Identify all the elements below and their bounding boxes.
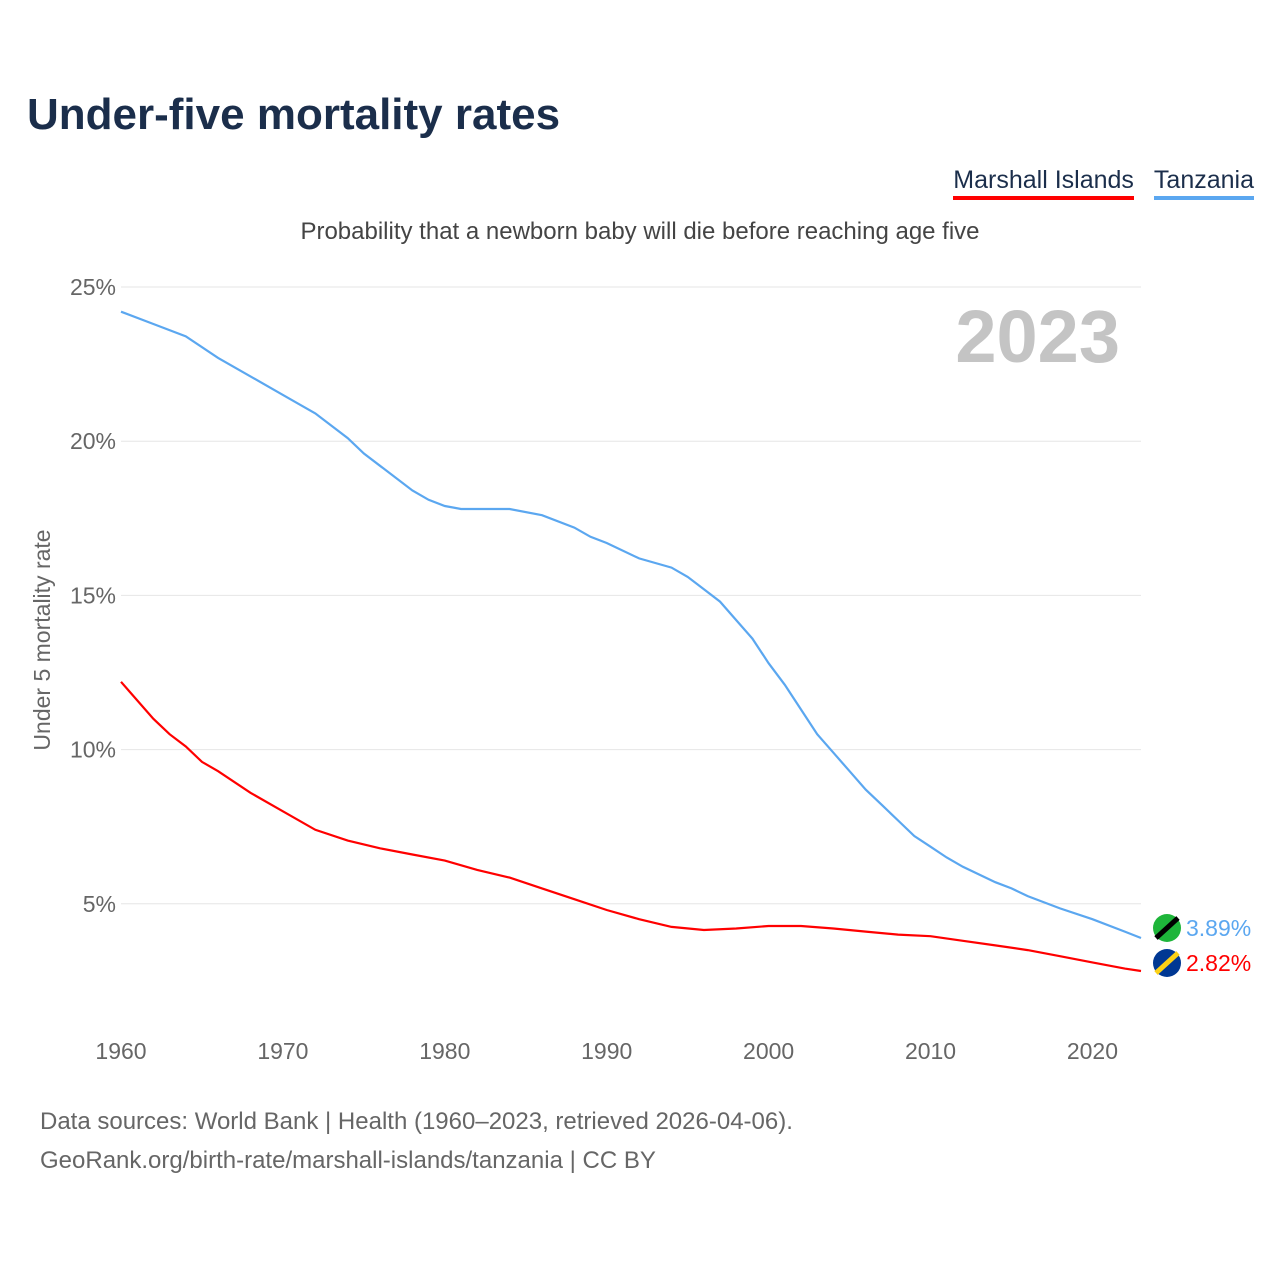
legend-item-marshall-islands[interactable]: Marshall Islands [953,166,1134,200]
x-tick-label: 2020 [1067,1038,1118,1064]
footer-url[interactable]: GeoRank.org/birth-rate/marshall-islands/… [40,1147,656,1174]
x-tick-label: 1980 [419,1038,470,1064]
chart-subtitle: Probability that a newborn baby will die… [300,218,980,245]
y-tick-label: 20% [70,428,116,454]
y-tick-label: 10% [70,737,116,763]
end-value-label: 3.89% [1186,915,1251,941]
plot-area: 5% 10% 15% 20% 25% 1960 1970 1980 1990 2000 2010 20… [29,274,1251,1064]
legend: Marshall Islands Tanzania [953,166,1254,200]
x-tick-label: 1970 [257,1038,308,1064]
footer-sources: Data sources: World Bank | Health (1960–… [40,1108,793,1135]
y-tick-label: 5% [83,891,116,917]
legend-item-tanzania[interactable]: Tanzania [1153,166,1254,200]
y-tick-label: 25% [70,274,116,300]
x-tick-label: 1960 [95,1038,146,1064]
y-tick-label: 15% [70,582,116,608]
chart-title: Under-five mortality rates [27,90,561,139]
x-tick-label: 2000 [743,1038,794,1064]
series-line-tanzania [120,310,1142,940]
flag-stripe [1154,951,1180,975]
y-axis-label: Under 5 mortality rate [29,529,55,750]
x-tick-label: 2010 [905,1038,956,1064]
end-value-label: 2.82% [1186,950,1251,976]
series-line-marshall-islands [120,681,1142,973]
flag-stripe [1154,916,1180,940]
x-tick-label: 1990 [581,1038,632,1064]
year-label: 2023 [955,295,1120,378]
